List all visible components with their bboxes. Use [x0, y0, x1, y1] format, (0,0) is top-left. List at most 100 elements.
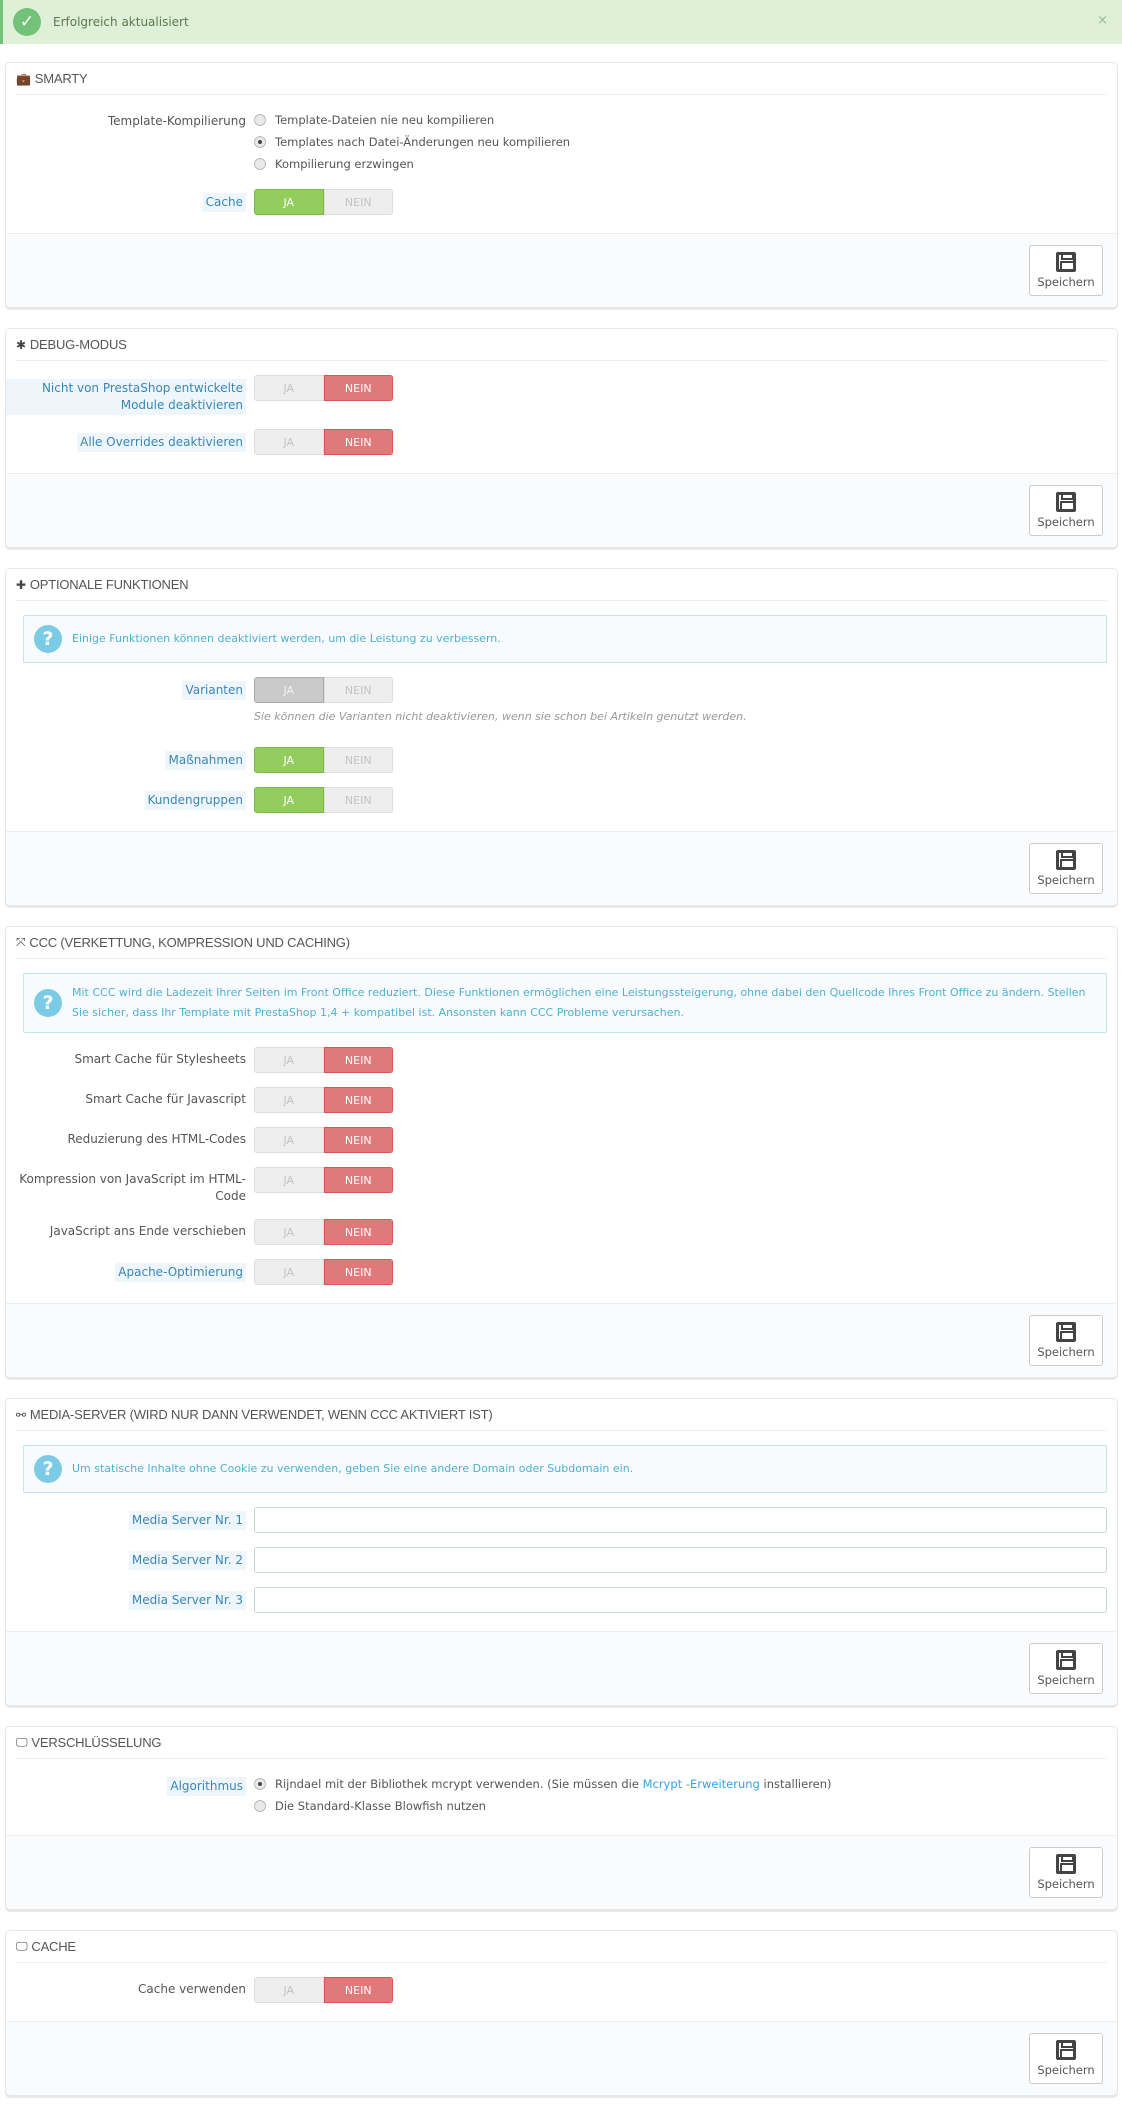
toggle-no[interactable]: NEIN	[323, 189, 393, 215]
toggle-yes[interactable]: JA	[254, 429, 324, 455]
save-label: Speichern	[1037, 2063, 1095, 2077]
radio-button[interactable]	[254, 1800, 266, 1812]
form-row: Smart Cache für Javascript JA NEIN	[6, 1087, 1117, 1113]
radio-text: Die Standard-Klasse Blowfish nutzen	[275, 1799, 486, 1813]
radio-button[interactable]	[254, 136, 266, 148]
cache-toggle[interactable]: JA NEIN	[254, 189, 393, 215]
nicht-von-prestashop-entwickelte-module-deaktivieren-toggle[interactable]: JA NEIN	[254, 375, 393, 401]
save-button[interactable]: Speichern	[1029, 1643, 1103, 1694]
close-icon[interactable]: ×	[1097, 13, 1108, 28]
mcrypt-link[interactable]: Mcrypt -Erweiterung	[642, 1777, 760, 1791]
ma-nahmen-toggle[interactable]: JA NEIN	[254, 747, 393, 773]
panel-footer: Speichern	[6, 233, 1117, 307]
toggle-no[interactable]: NEIN	[323, 1127, 393, 1153]
panel-header: ⤧ CCC (Verkettung, Kompression und Cachin…	[16, 927, 1107, 959]
save-button[interactable]: Speichern	[1029, 1315, 1103, 1366]
toggle-yes[interactable]: JA	[254, 1259, 324, 1285]
radio-option[interactable]: Template-Dateien nie neu kompilieren	[254, 109, 1107, 131]
radio-option[interactable]: Rijndael mit der Bibliothek mcrypt verwe…	[254, 1773, 1107, 1795]
form-control: JA NEIN	[254, 1219, 1117, 1245]
form-label: Kompression von JavaScript im HTML-Code	[6, 1167, 254, 1205]
label-text: Smart Cache für Stylesheets	[74, 1052, 246, 1066]
label-text: Cache	[202, 193, 246, 212]
toggle-no: NEIN	[323, 677, 393, 703]
apache-optimierung-toggle[interactable]: JA NEIN	[254, 1259, 393, 1285]
kompression-von-javascript-im-html-code-toggle[interactable]: JA NEIN	[254, 1167, 393, 1193]
toggle-no[interactable]: NEIN	[323, 429, 393, 455]
label-text: Varianten	[182, 681, 246, 700]
toggle-yes[interactable]: JA	[254, 375, 324, 401]
toggle-no[interactable]: NEIN	[323, 1259, 393, 1285]
save-button[interactable]: Speichern	[1029, 485, 1103, 536]
label-text: Alle Overrides deaktivieren	[77, 433, 246, 452]
radio-button[interactable]	[254, 158, 266, 170]
toggle-yes[interactable]: JA	[254, 1047, 324, 1073]
toggle-no[interactable]: NEIN	[323, 1087, 393, 1113]
toggle-no[interactable]: NEIN	[323, 1219, 393, 1245]
form-label: Cache	[6, 189, 254, 212]
reduzierung-des-html-codes-toggle[interactable]: JA NEIN	[254, 1127, 393, 1153]
toggle-yes[interactable]: JA	[254, 1219, 324, 1245]
toggle-yes[interactable]: JA	[254, 1167, 324, 1193]
radio-label: Die Standard-Klasse Blowfish nutzen	[275, 1799, 486, 1813]
cache-verwenden-toggle[interactable]: JA NEIN	[254, 1977, 393, 2003]
label-text: Maßnahmen	[165, 751, 246, 770]
desktop-icon: 🖵	[16, 1735, 28, 1749]
save-button[interactable]: Speichern	[1029, 2033, 1103, 2084]
radio-button[interactable]	[254, 1778, 266, 1790]
form-row: Media Server Nr. 3	[6, 1587, 1117, 1613]
form-label: Alle Overrides deaktivieren	[6, 429, 254, 452]
toggle-no[interactable]: NEIN	[323, 1977, 393, 2003]
panel-footer: Speichern	[6, 473, 1117, 547]
desktop-icon: 🖵	[16, 1939, 28, 1953]
smart-cache-f-r-stylesheets-toggle[interactable]: JA NEIN	[254, 1047, 393, 1073]
label-text: Algorithmus	[167, 1777, 246, 1796]
toggle-no[interactable]: NEIN	[323, 747, 393, 773]
panel-header: 🖵 Verschlüsselung	[16, 1727, 1107, 1759]
form-row: Kundengruppen JA NEIN	[6, 787, 1117, 813]
panel-body: Algorithmus Rijndael mit der Bibliothek m…	[6, 1759, 1117, 1835]
alle-overrides-deaktivieren-toggle[interactable]: JA NEIN	[254, 429, 393, 455]
radio-option[interactable]: Die Standard-Klasse Blowfish nutzen	[254, 1795, 1107, 1817]
toggle-no[interactable]: NEIN	[323, 1047, 393, 1073]
label-text: Apache-Optimierung	[115, 1263, 246, 1282]
javascript-ans-ende-verschieben-toggle[interactable]: JA NEIN	[254, 1219, 393, 1245]
radio-option[interactable]: Templates nach Datei-Änderungen neu komp…	[254, 131, 1107, 153]
toggle-yes[interactable]: JA	[254, 1087, 324, 1113]
media-server-nr-3-input[interactable]	[254, 1587, 1107, 1613]
toggle-yes[interactable]: JA	[254, 747, 324, 773]
smart-cache-f-r-javascript-toggle[interactable]: JA NEIN	[254, 1087, 393, 1113]
form-control: JA NEIN	[254, 787, 1117, 813]
panel-title: Smarty	[34, 71, 88, 86]
toggle-yes[interactable]: JA	[254, 1977, 324, 2003]
media-server-nr-1-input[interactable]	[254, 1507, 1107, 1533]
form-row: Media Server Nr. 2	[6, 1547, 1117, 1573]
form-row: Alle Overrides deaktivieren JA NEIN	[6, 429, 1117, 455]
save-button[interactable]: Speichern	[1029, 245, 1103, 296]
check-circle-icon: ✓	[13, 8, 41, 36]
form-label: Smart Cache für Stylesheets	[6, 1047, 254, 1068]
label-text: Reduzierung des HTML-Codes	[67, 1132, 246, 1146]
radio-option[interactable]: Kompilierung erzwingen	[254, 153, 1107, 175]
toggle-no[interactable]: NEIN	[323, 375, 393, 401]
toggle-no[interactable]: NEIN	[323, 1167, 393, 1193]
save-button[interactable]: Speichern	[1029, 843, 1103, 894]
kundengruppen-toggle[interactable]: JA NEIN	[254, 787, 393, 813]
form-label: Media Server Nr. 2	[6, 1547, 254, 1570]
form-control: JA NEIN	[254, 1977, 1117, 2003]
radio-button[interactable]	[254, 114, 266, 126]
toggle-no[interactable]: NEIN	[323, 787, 393, 813]
toggle-yes[interactable]: JA	[254, 1127, 324, 1153]
info-text: Um statische Inhalte ohne Cookie zu verw…	[72, 1462, 634, 1475]
toggle-yes[interactable]: JA	[254, 787, 324, 813]
save-label: Speichern	[1037, 1877, 1095, 1891]
floppy-disk-icon	[1056, 1650, 1076, 1670]
form-control: JA NEIN	[254, 1047, 1117, 1073]
panel-footer: Speichern	[6, 831, 1117, 905]
toggle-yes[interactable]: JA	[254, 189, 324, 215]
panel-header: 💼 Smarty	[16, 63, 1107, 95]
panel-header: 🖵 Cache	[16, 1931, 1107, 1963]
save-button[interactable]: Speichern	[1029, 1847, 1103, 1898]
form-label: Reduzierung des HTML-Codes	[6, 1127, 254, 1148]
media-server-nr-2-input[interactable]	[254, 1547, 1107, 1573]
